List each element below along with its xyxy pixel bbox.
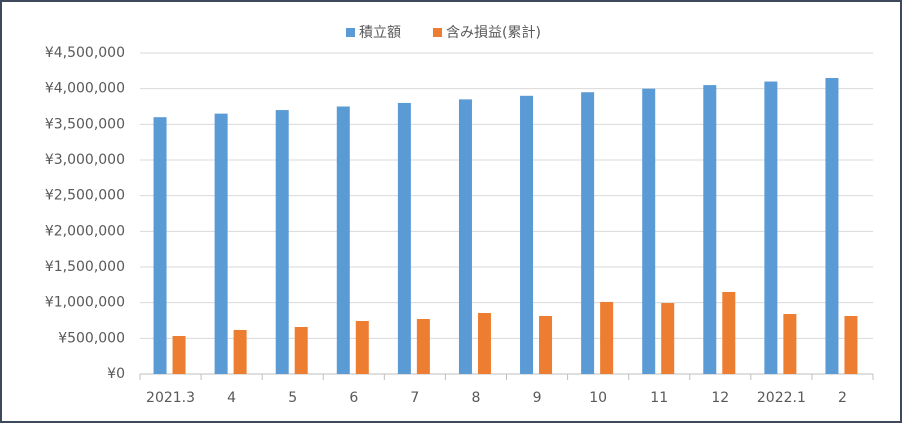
bar [722,291,736,374]
bar [844,316,858,374]
bar [153,117,167,374]
y-tick-label: ¥500,000 [58,330,125,346]
y-tick-label: ¥1,000,000 [45,295,125,311]
bar [661,303,675,374]
bar [477,313,491,374]
y-tick-label: ¥2,500,000 [45,188,125,204]
x-tick-label: 8 [471,390,480,406]
bar [214,113,228,374]
legend-swatch [433,28,442,37]
bar [294,326,308,374]
bar [642,88,656,375]
x-tick-label: 2022.1 [757,390,806,406]
x-tick-label: 10 [589,390,607,406]
bar [520,95,534,375]
x-tick-label: 9 [533,390,542,406]
y-tick-label: ¥3,500,000 [45,116,125,132]
legend-label: 含み損益(累計) [446,25,541,41]
x-tick-label: 5 [288,390,297,406]
y-tick-label: ¥3,000,000 [45,152,125,168]
x-tick-label: 2021.3 [146,390,195,406]
x-tick-label: 6 [349,390,358,406]
bar [458,99,472,374]
x-tick-label: 7 [410,390,419,406]
bar [172,335,186,374]
y-tick-label: ¥2,000,000 [45,223,125,239]
bar [275,110,289,375]
x-tick-label: 2 [838,390,847,406]
bar [581,92,595,374]
bar [539,316,553,374]
x-tick-label: 11 [650,390,668,406]
x-tick-label: 4 [227,390,236,406]
bar [336,106,350,374]
bar [600,301,614,374]
bar [825,77,839,374]
bar [783,314,797,374]
bar [355,320,369,374]
x-tick-label: 12 [711,390,729,406]
bar [416,319,430,374]
bar [233,329,247,374]
legend-label: 積立額 [359,25,401,41]
bar [764,81,778,375]
y-tick-label: ¥0 [107,366,125,382]
bar [397,102,411,374]
legend-swatch [346,28,355,37]
y-tick-label: ¥4,000,000 [45,81,125,97]
y-tick-label: ¥1,500,000 [45,259,125,275]
y-tick-label: ¥4,500,000 [45,45,125,61]
bar [703,85,717,374]
